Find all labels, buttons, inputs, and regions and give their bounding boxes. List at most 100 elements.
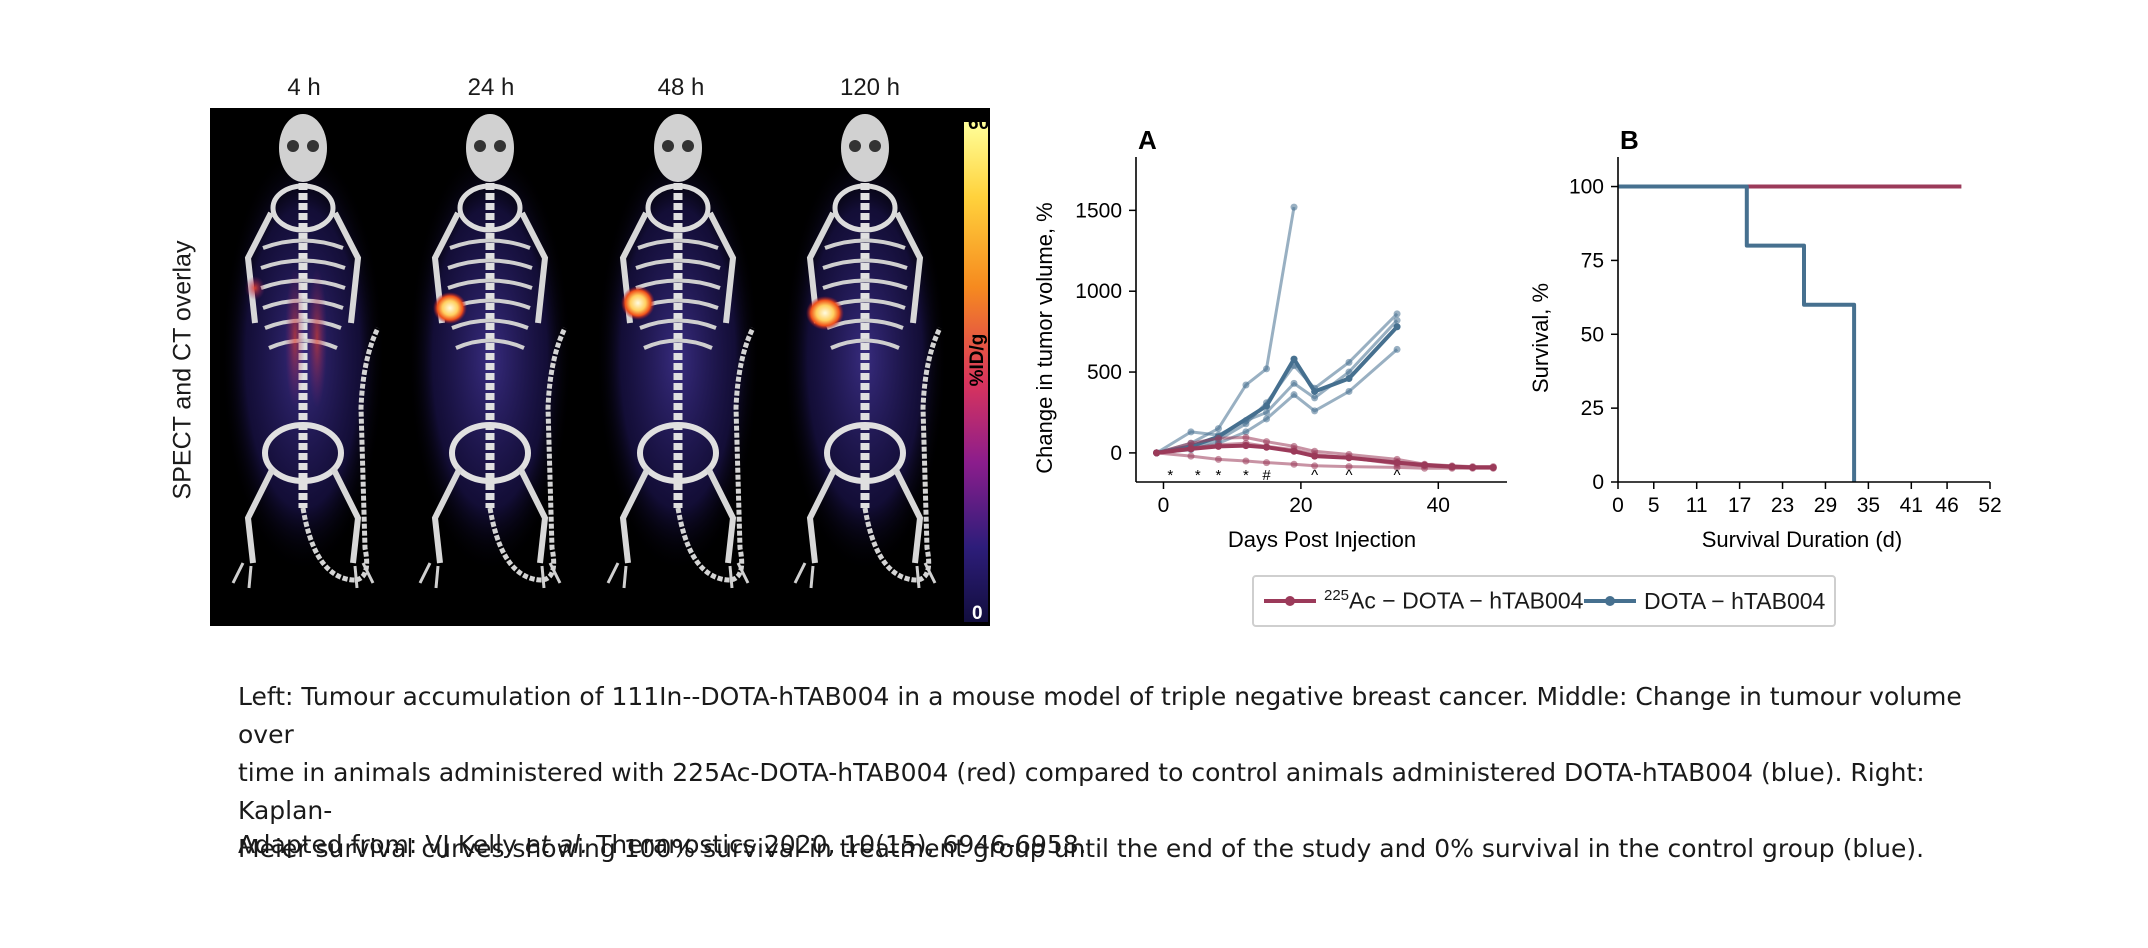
x-tick-label: 46 [1935,494,1958,517]
x-tick-label: 0 [1158,494,1170,517]
x-tick-label: 40 [1427,494,1450,517]
data-point-7-6 [1311,462,1319,470]
data-point-4-8 [1393,345,1401,353]
series-line-1 [1156,206,1296,455]
x-tick-label: 5 [1648,494,1660,517]
timepoint-label-120h: 120 h [839,74,901,101]
data-point-3-1 [1187,428,1195,436]
mouse-scan-24h [408,114,572,588]
colorbar [964,122,988,622]
data-point-8-1 [1187,444,1195,452]
x-tick-label: 35 [1857,494,1880,517]
legend-sup-225: 225 [1324,587,1350,605]
panel-b-xlabel: Survival Duration (d) [1702,527,1903,552]
x-tick-label: 29 [1814,494,1837,517]
data-point-4-7 [1345,387,1353,395]
data-point-3-5 [1290,379,1298,387]
data-point-8-2 [1214,441,1222,449]
x-tick-label: 17 [1728,494,1751,517]
legend-line-red [1264,596,1316,606]
x-tick-label: 41 [1900,494,1923,517]
significance-marker: ^ [1345,467,1352,484]
data-point-1-2 [1214,425,1222,433]
colorbar-min-label: 0 [972,603,983,624]
survival-chart: B 0 5 11 17 23 29 35 41 46 52 0 25 50 75 100 Survival … [1528,125,2002,552]
legend-item-dota: DOTA − hTAB004 [1584,577,1825,625]
significance-marker: ^ [1311,467,1318,484]
significance-marker: * [1243,467,1249,484]
data-point-7-3 [1242,457,1250,465]
source-citation: Adapted from: VJ Kelly et al. Theranosti… [238,826,1998,864]
data-point-6-1 [1187,439,1195,447]
panel-b-ylabel: Survival, % [1528,283,1553,393]
y-tick-label: 0 [1592,471,1604,494]
y-tick-label: 100 [1569,176,1604,199]
data-point-0-6 [1345,375,1353,383]
y-tick-label: 75 [1581,249,1604,272]
data-point-2-8 [1393,310,1401,318]
mouse-scan-48h [596,114,760,588]
data-point-3-3 [1242,417,1250,425]
data-point-1-4 [1263,365,1271,373]
timepoint-label-48h: 48 h [657,74,705,101]
figure-caption: Left: Tumour accumulation of 111In--DOTA… [238,678,1998,868]
data-point-4-3 [1242,428,1250,436]
y-tick-label: 50 [1581,323,1604,346]
data-point-7-2 [1214,455,1222,463]
data-point-3-8 [1393,316,1401,324]
data-point-6-3 [1242,434,1250,442]
legend-line-blue [1584,596,1636,606]
data-point-8-3 [1242,439,1250,447]
significance-marker: ^ [1394,467,1401,484]
data-point-8-8 [1393,460,1401,468]
legend-text-225ac: Ac − DOTA − hTAB004 [1349,587,1584,614]
panel-a-xlabel: Days Post Injection [1228,527,1416,552]
data-point-2-4 [1263,399,1271,407]
legend-label-225ac: 225Ac − DOTA − hTAB004 [1324,587,1583,615]
colorbar-unit-label: %ID/g [967,333,988,387]
y-tick-label: 25 [1581,397,1604,420]
mouse-scan-120h [783,114,947,588]
x-tick-label: 20 [1289,494,1312,517]
mouse-scan-4h [221,114,385,588]
panel-a-ylabel: Change in tumor volume, % [1032,202,1057,473]
x-tick-label: 0 [1612,494,1624,517]
data-point-8-0 [1153,449,1161,457]
data-point-0-4 [1290,355,1298,363]
x-tick-label: 11 [1686,494,1708,517]
significance-marker: # [1262,467,1271,484]
x-tick-label: 52 [1978,494,2001,517]
citation-prefix: Adapted from: VJ Kelly [238,830,525,859]
data-point-7-1 [1187,452,1195,460]
data-point-1-3 [1242,381,1250,389]
panel-b-label: B [1620,125,1639,155]
caption-line-1: Left: Tumour accumulation of 111In--DOTA… [238,682,1962,749]
data-point-6-2 [1214,434,1222,442]
data-point-2-7 [1345,358,1353,366]
citation-suffix: Theranostics 2020, 10(15), 6946-6958. [588,830,1087,859]
y-tick-label: 1000 [1075,280,1122,303]
spect-ct-image-panel [210,108,990,626]
data-point-3-7 [1345,368,1353,376]
data-point-8-5 [1290,446,1298,454]
significance-marker: * [1216,467,1222,484]
caption-line-2: time in animals administered with 225Ac-… [238,758,1925,825]
data-point-8-11 [1469,463,1477,471]
data-point-2-5 [1290,362,1298,370]
data-point-3-6 [1311,394,1319,402]
panel-a-label: A [1138,125,1157,155]
data-point-8-7 [1345,454,1353,462]
timepoint-label-24h: 24 h [467,74,515,101]
survival-line-1 [1618,184,1857,482]
data-point-4-6 [1311,407,1319,415]
legend-item-225ac: 225Ac − DOTA − hTAB004 [1264,577,1583,625]
data-point-2-6 [1311,384,1319,392]
data-point-8-4 [1263,442,1271,450]
x-tick-label: 23 [1771,494,1794,517]
significance-marker: * [1195,467,1201,484]
y-tick-label: 0 [1110,442,1122,465]
data-point-7-7 [1345,463,1353,471]
data-point-8-9 [1421,462,1429,470]
tumor-volume-chart: A 0 20 40 0 500 1000 1500 * * * * # ^ ^ ^ Days Post In… [1032,125,1507,552]
data-point-1-5 [1290,203,1298,211]
